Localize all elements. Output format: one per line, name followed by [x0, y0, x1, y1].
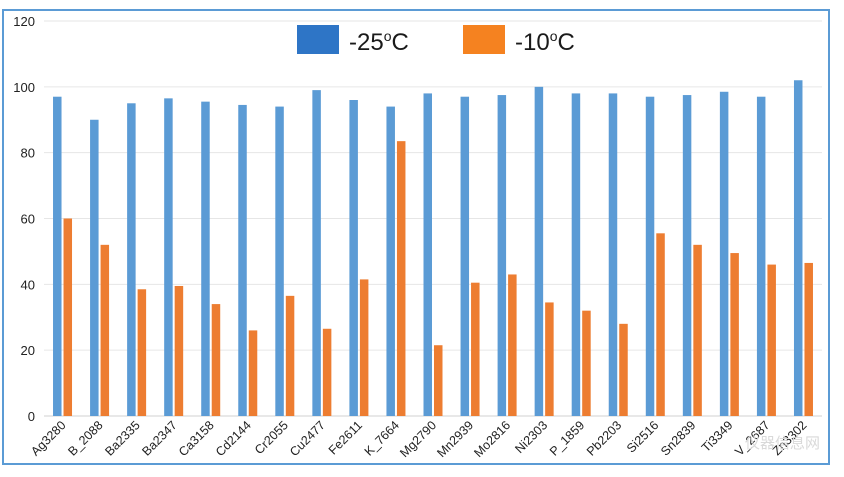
x-tick-label: Mn2939: [434, 418, 476, 460]
bar-minus25-si2516: [645, 96, 655, 416]
bar-minus10-ca3158: [211, 304, 221, 416]
x-tick-label: B_2088: [65, 418, 105, 458]
bar-minus10-p_1859: [582, 310, 591, 416]
bar-minus10-mo2816: [508, 274, 517, 416]
bar-minus25-p_1859: [571, 93, 581, 417]
y-tick-label: 60: [21, 212, 35, 227]
bar-minus25-ba2347: [164, 98, 173, 417]
x-tick-label: Fe2611: [326, 418, 365, 457]
x-tick-label: Cu2477: [287, 418, 328, 459]
bar-minus10-ag3280: [63, 218, 73, 416]
bar-minus10-zn3302: [804, 262, 813, 416]
bar-minus25-ti3349: [719, 91, 729, 416]
bar-minus25-fe2611: [349, 100, 358, 416]
x-tick-label: Ag3280: [28, 418, 68, 458]
bar-minus25-mo2816: [497, 95, 507, 416]
bar-minus10-si2516: [656, 233, 665, 416]
bar-minus25-ca3158: [201, 101, 210, 416]
bar-minus25-cu2477: [312, 90, 321, 416]
x-tick-label: Sn2839: [658, 418, 698, 458]
x-tick-label: K_7664: [362, 418, 402, 458]
bar-minus10-cu2477: [322, 328, 332, 416]
x-tick-label: Ni2303: [512, 418, 550, 456]
bar-minus25-mg2790: [423, 93, 432, 417]
bar-minus25-pb2203: [608, 93, 618, 417]
bar-minus25-mn2939: [460, 96, 470, 416]
x-tick-label: Ti3349: [699, 418, 736, 455]
bar-minus10-cd2144: [248, 330, 258, 416]
bar-minus25-v_2687: [756, 96, 766, 416]
y-tick-label: 120: [13, 14, 35, 29]
x-tick-label: Ca3158: [176, 418, 217, 459]
bar-minus10-ti3349: [730, 253, 739, 416]
bar-minus10-ni2303: [545, 302, 554, 416]
bar-minus25-cr2055: [275, 106, 284, 416]
bar-minus25-k_7664: [386, 106, 395, 416]
bar-minus10-mn2939: [471, 282, 480, 416]
y-tick-label: 20: [21, 343, 35, 358]
bar-minus25-zn3302: [793, 80, 803, 416]
bar-minus10-k_7664: [396, 141, 406, 417]
y-tick-label: 0: [28, 409, 35, 424]
legend-swatch-minus10: [463, 25, 505, 54]
x-tick-label: Pb2203: [584, 418, 624, 458]
legend-swatch-minus25: [297, 25, 339, 54]
x-tick-label: Ba2347: [139, 418, 179, 458]
legend-label-minus25: -25oC: [349, 28, 409, 56]
y-tick-label: 40: [21, 277, 35, 292]
bar-minus10-cr2055: [285, 295, 295, 416]
y-tick-label: 100: [13, 80, 35, 95]
x-tick-label: P_1859: [547, 418, 587, 458]
bar-minus25-ba2335: [127, 103, 136, 417]
bar-minus10-fe2611: [359, 279, 369, 416]
bar-minus10-sn2839: [693, 244, 702, 416]
x-tick-label: Ba2335: [102, 418, 142, 458]
x-tick-label: Si2516: [624, 418, 661, 455]
x-tick-label: Mo2816: [471, 418, 513, 460]
legend-label-minus10: -10oC: [515, 28, 575, 56]
bar-minus10-ba2347: [174, 285, 184, 416]
y-tick-label: 80: [21, 146, 35, 161]
bar-minus10-b_2088: [100, 244, 110, 416]
bar-minus10-ba2335: [137, 289, 147, 416]
bar-minus25-ag3280: [53, 96, 62, 416]
x-tick-label: Cr2055: [252, 418, 291, 457]
x-tick-label: Mg2790: [397, 418, 439, 460]
bar-minus25-cd2144: [238, 104, 247, 416]
bar-minus25-b_2088: [90, 119, 99, 416]
bar-minus10-v_2687: [767, 264, 776, 416]
bar-minus10-mg2790: [434, 345, 443, 416]
bar-minus10-pb2203: [619, 323, 628, 416]
bar-minus25-sn2839: [682, 95, 692, 416]
bar-minus25-ni2303: [534, 86, 544, 416]
x-tick-label: Cd2144: [213, 418, 254, 459]
watermark: 仪器信息网: [745, 434, 820, 452]
